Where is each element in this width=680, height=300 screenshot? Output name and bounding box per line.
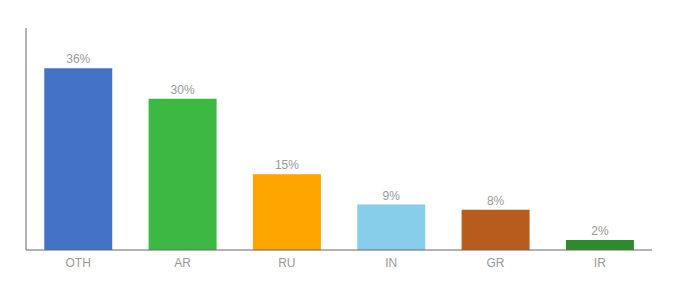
svg-text:GR: GR [487,256,505,270]
svg-text:30%: 30% [171,83,195,97]
svg-text:OTH: OTH [65,256,90,270]
svg-text:IR: IR [594,256,606,270]
svg-text:IN: IN [385,256,397,270]
svg-text:AR: AR [174,256,191,270]
svg-text:36%: 36% [66,52,90,66]
svg-text:9%: 9% [383,189,401,203]
svg-text:2%: 2% [591,224,609,238]
svg-text:15%: 15% [275,158,299,172]
svg-text:8%: 8% [487,194,505,208]
svg-text:RU: RU [278,256,295,270]
